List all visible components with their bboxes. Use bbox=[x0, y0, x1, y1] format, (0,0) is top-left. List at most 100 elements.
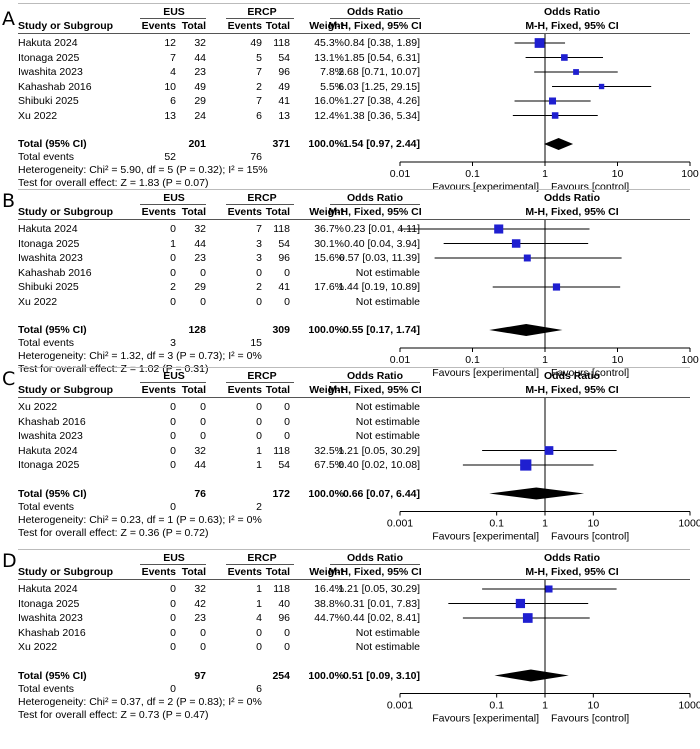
favours-right-label: Favours [control] bbox=[551, 713, 629, 725]
total-ercp: 96 bbox=[278, 252, 290, 264]
total-header-2: Total bbox=[265, 206, 290, 218]
total-ercp: 96 bbox=[278, 612, 290, 624]
heterogeneity-text: Heterogeneity: Chi² = 0.23, df = 1 (P = … bbox=[18, 513, 262, 526]
weight-header: Weight bbox=[309, 566, 344, 578]
study-square bbox=[523, 254, 531, 262]
group1-underline bbox=[140, 382, 206, 383]
weight-value: 45.3% bbox=[314, 37, 344, 49]
group2-header: ERCP bbox=[247, 552, 277, 564]
total-ercp: 0 bbox=[284, 641, 290, 653]
overall-effect-text: Test for overall effect: Z = 1.83 (P = 0… bbox=[18, 177, 209, 189]
or-title-table: Odds Ratio bbox=[346, 370, 403, 382]
or-title-plot: Odds Ratio bbox=[543, 370, 600, 382]
events-ercp: 7 bbox=[256, 95, 262, 107]
or-ci-text: 0.40 [0.04, 3.94] bbox=[344, 237, 420, 250]
x-tick-label: 10 bbox=[612, 354, 624, 366]
events-eus: 1 bbox=[170, 237, 176, 250]
x-tick-label: 1000 bbox=[678, 518, 700, 530]
or-title-plot: Odds Ratio bbox=[543, 192, 600, 204]
events-ercp: 6 bbox=[256, 109, 262, 122]
header-bottom-rule bbox=[18, 579, 690, 580]
study-square bbox=[534, 38, 545, 48]
study-name: Xu 2022 bbox=[18, 641, 58, 653]
weight-value: 15.6% bbox=[314, 252, 344, 264]
weight-value: 16.4% bbox=[314, 583, 344, 595]
or-ci-text: 1.27 [0.38, 4.26] bbox=[344, 95, 420, 107]
header-bottom-rule bbox=[18, 219, 690, 220]
forest-plot: 0.01 0.1 1 10 100 Favours [experimental] Favou… bbox=[390, 220, 699, 379]
or-ci-text: Not estimable bbox=[355, 266, 420, 279]
or-ci-text: 2.68 [0.71, 10.07] bbox=[338, 66, 420, 78]
header-top-rule bbox=[18, 367, 690, 368]
events-eus: 6 bbox=[170, 95, 176, 107]
events-ercp: 7 bbox=[256, 223, 262, 235]
events-ercp: 0 bbox=[256, 266, 262, 279]
weight-header: Weight bbox=[309, 384, 344, 396]
favours-left-label: Favours [experimental] bbox=[432, 531, 539, 543]
total-eus: 32 bbox=[194, 223, 206, 235]
events-ercp: 0 bbox=[256, 430, 262, 442]
total-events-ercp: 2 bbox=[256, 500, 262, 513]
study-name: Kahashab 2016 bbox=[18, 80, 92, 93]
events-ercp: 4 bbox=[256, 612, 262, 624]
study-column-header: Study or Subgroup bbox=[18, 566, 114, 578]
events-eus: 2 bbox=[170, 281, 176, 293]
or-ci-text: 1.21 [0.05, 30.29] bbox=[338, 583, 420, 595]
total-events-label: Total events bbox=[18, 337, 75, 349]
or-ci-text: 0.44 [0.02, 8.41] bbox=[344, 612, 420, 624]
total-events-ercp: 6 bbox=[256, 682, 262, 695]
x-tick-label: 100 bbox=[681, 354, 699, 366]
total-header-2: Total bbox=[265, 384, 290, 396]
total-eus: 42 bbox=[194, 597, 206, 610]
total-ercp: 40 bbox=[278, 597, 290, 610]
events-eus: 10 bbox=[164, 80, 176, 93]
x-tick-label: 0.1 bbox=[489, 700, 504, 712]
total-header-1: Total bbox=[181, 566, 206, 578]
total-eus: 23 bbox=[194, 612, 206, 624]
events-header-1: Events bbox=[141, 206, 176, 218]
total-ercp: 49 bbox=[278, 80, 290, 93]
events-ercp: 1 bbox=[256, 459, 262, 471]
forest-plot: 0.001 0.1 1 10 1000 Favours [experimental] Fav… bbox=[387, 398, 700, 543]
or-title-plot: Odds Ratio bbox=[543, 6, 600, 18]
study-name: Hakuta 2024 bbox=[18, 583, 78, 595]
total-eus: 0 bbox=[200, 401, 206, 413]
or-underline bbox=[330, 18, 420, 19]
study-square bbox=[545, 585, 553, 593]
total-eus: 32 bbox=[194, 583, 206, 595]
or-method-plot-header: M-H, Fixed, 95% CI bbox=[525, 20, 619, 32]
total-eus: 0 bbox=[200, 430, 206, 442]
events-eus: 0 bbox=[170, 252, 176, 264]
events-eus: 0 bbox=[170, 401, 176, 413]
x-tick-label: 1000 bbox=[678, 700, 700, 712]
events-eus: 0 bbox=[170, 641, 176, 653]
study-square bbox=[494, 224, 504, 234]
total-weight: 100.0% bbox=[308, 669, 344, 682]
group1-header: EUS bbox=[163, 370, 185, 382]
events-header-2: Events bbox=[227, 384, 262, 396]
x-tick-label: 0.1 bbox=[465, 168, 480, 180]
or-method-header: M-H, Fixed, 95% CI bbox=[328, 206, 422, 218]
study-name: Khashab 2016 bbox=[18, 626, 86, 639]
overall-effect-text: Test for overall effect: Z = 1.02 (P = 0… bbox=[18, 363, 209, 375]
weight-value: 7.8% bbox=[320, 66, 344, 78]
study-name: Shibuki 2025 bbox=[18, 95, 79, 107]
study-square bbox=[544, 446, 554, 455]
panel-letter: A bbox=[2, 8, 15, 30]
total-events-eus: 52 bbox=[164, 151, 176, 163]
total-ercp: 96 bbox=[278, 66, 290, 78]
or-method-header: M-H, Fixed, 95% CI bbox=[328, 20, 422, 32]
study-name: Xu 2022 bbox=[18, 295, 58, 308]
or-ci-text: Not estimable bbox=[355, 430, 420, 442]
total-or-ci-text: 0.51 [0.09, 3.10] bbox=[342, 669, 420, 682]
total-header-1: Total bbox=[181, 206, 206, 218]
x-tick-label: 0.001 bbox=[387, 700, 413, 712]
favours-left-label: Favours [experimental] bbox=[432, 713, 539, 725]
weight-value: 13.1% bbox=[314, 51, 344, 64]
or-method-header: M-H, Fixed, 95% CI bbox=[328, 566, 422, 578]
study-name: Hakuta 2024 bbox=[18, 37, 78, 49]
total-ercp: 118 bbox=[273, 37, 290, 49]
events-header-1: Events bbox=[141, 566, 176, 578]
events-eus: 7 bbox=[170, 51, 176, 64]
or-ci-text: 1.85 [0.54, 6.31] bbox=[344, 51, 420, 64]
